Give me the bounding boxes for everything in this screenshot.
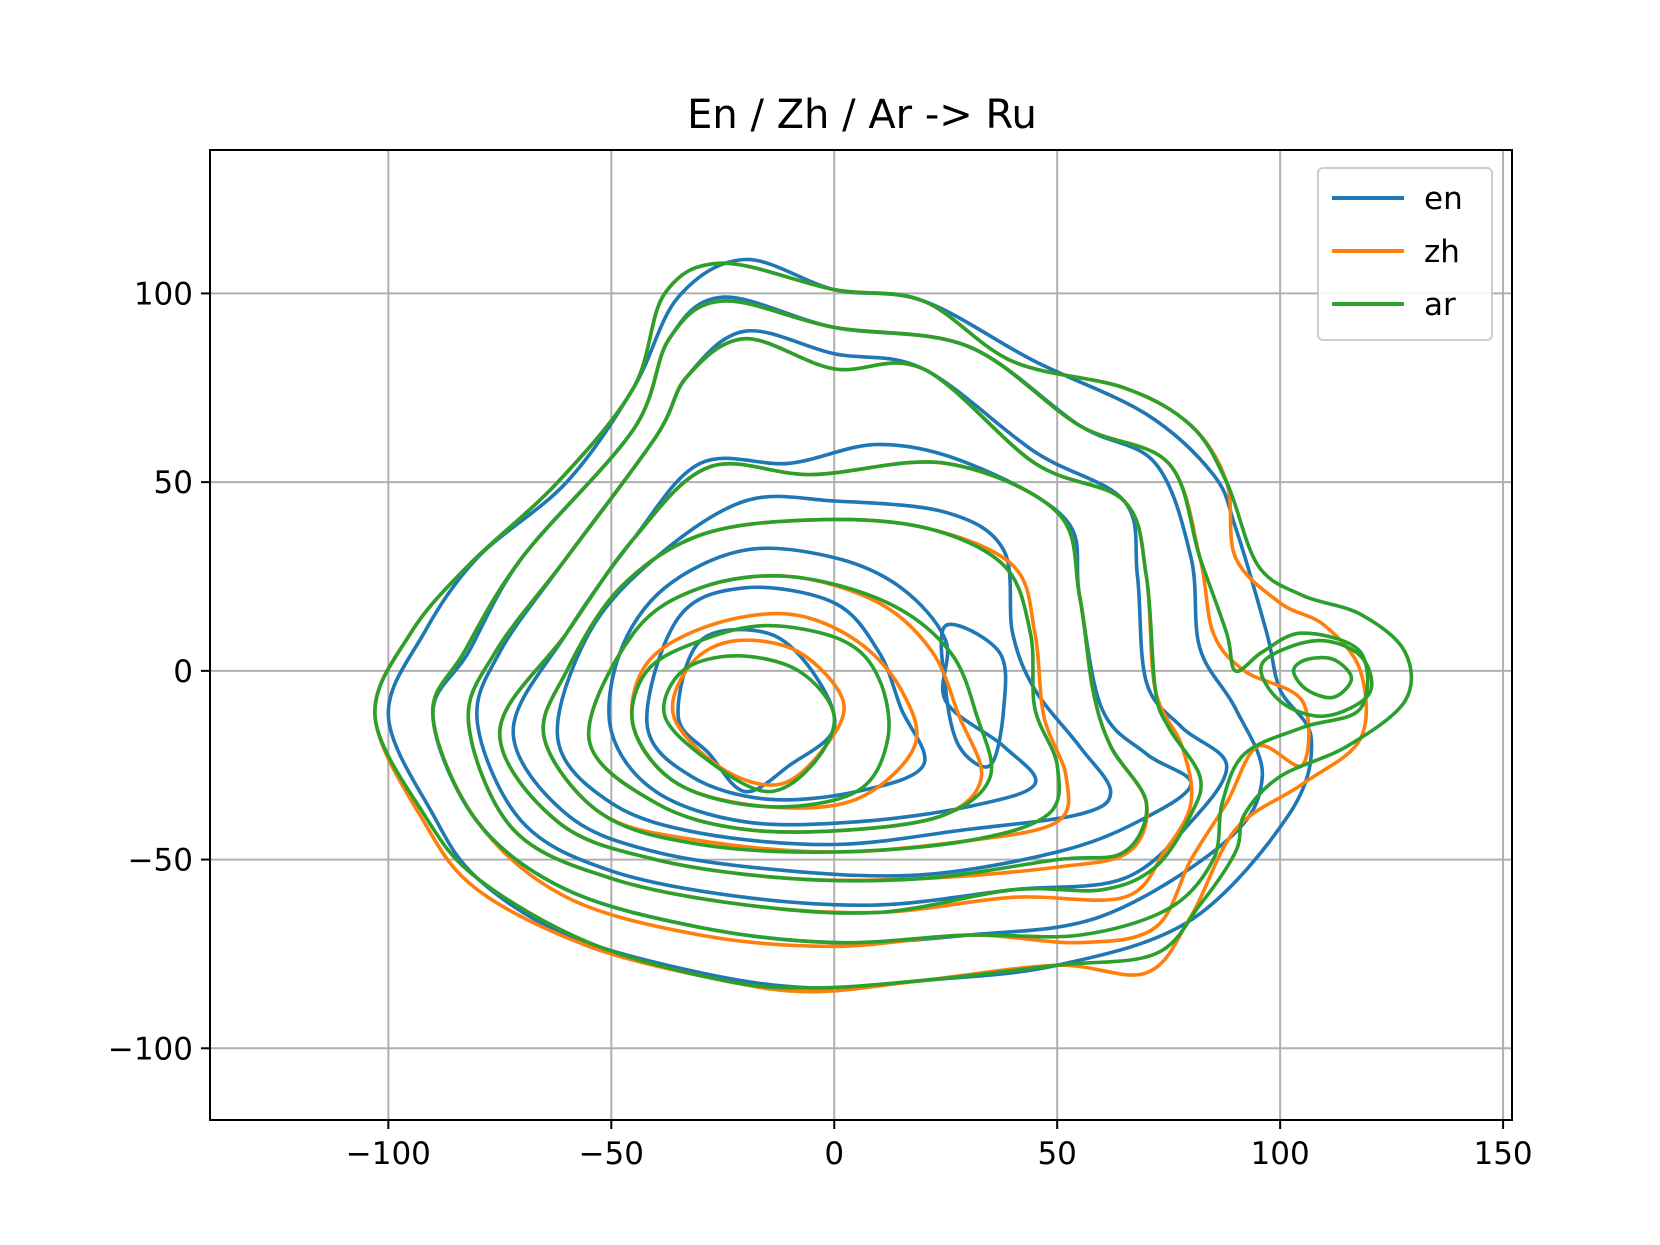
y-tick-label: 100 — [134, 276, 193, 312]
contour-ar-level-9 — [1259, 638, 1374, 718]
x-tick-label: 150 — [1473, 1136, 1532, 1172]
contour-en-level-7 — [645, 585, 927, 802]
contour-en-level-4 — [511, 442, 1193, 878]
x-tick-label: −100 — [346, 1136, 431, 1172]
legend-label-zh: zh — [1424, 234, 1460, 270]
y-tick-label: −100 — [108, 1031, 193, 1067]
contour-ar-level-1 — [373, 261, 1414, 990]
plot-frame — [209, 149, 1513, 1121]
contour-en-level-9 — [939, 622, 1008, 769]
y-tick-label: 50 — [154, 465, 193, 501]
y-tick-label: 0 — [173, 654, 193, 690]
chart-title: En / Zh / Ar -> Ru — [687, 92, 1037, 138]
legend-label-en: en — [1424, 181, 1463, 217]
contour-ar-level-8 — [661, 654, 837, 794]
contour-ar-level-5 — [541, 517, 1062, 854]
legend: en zh ar — [1317, 167, 1493, 341]
contour-ar-level-6 — [586, 574, 994, 834]
legend-box — [1317, 167, 1493, 341]
contour-zh-level-8 — [670, 638, 846, 787]
axis-ticks: −100 −50 0 50 100 150 −100 −50 0 50 100 — [108, 276, 1533, 1172]
contour-lines — [373, 257, 1414, 994]
contour-ar-level-3 — [466, 336, 1203, 915]
x-tick-label: 100 — [1251, 1136, 1310, 1172]
contour-ar-level-2 — [431, 299, 1370, 945]
x-tick-label: 50 — [1037, 1136, 1076, 1172]
contour-ar-level-4 — [497, 460, 1149, 883]
contour-ar-level-10 — [1291, 655, 1354, 700]
x-tick-label: 0 — [824, 1136, 844, 1172]
contour-ar-level-7 — [630, 623, 891, 809]
y-tick-label: −50 — [128, 843, 193, 879]
legend-label-ar: ar — [1424, 287, 1456, 323]
series-ar-contours — [373, 261, 1414, 990]
x-tick-label: −50 — [579, 1136, 644, 1172]
